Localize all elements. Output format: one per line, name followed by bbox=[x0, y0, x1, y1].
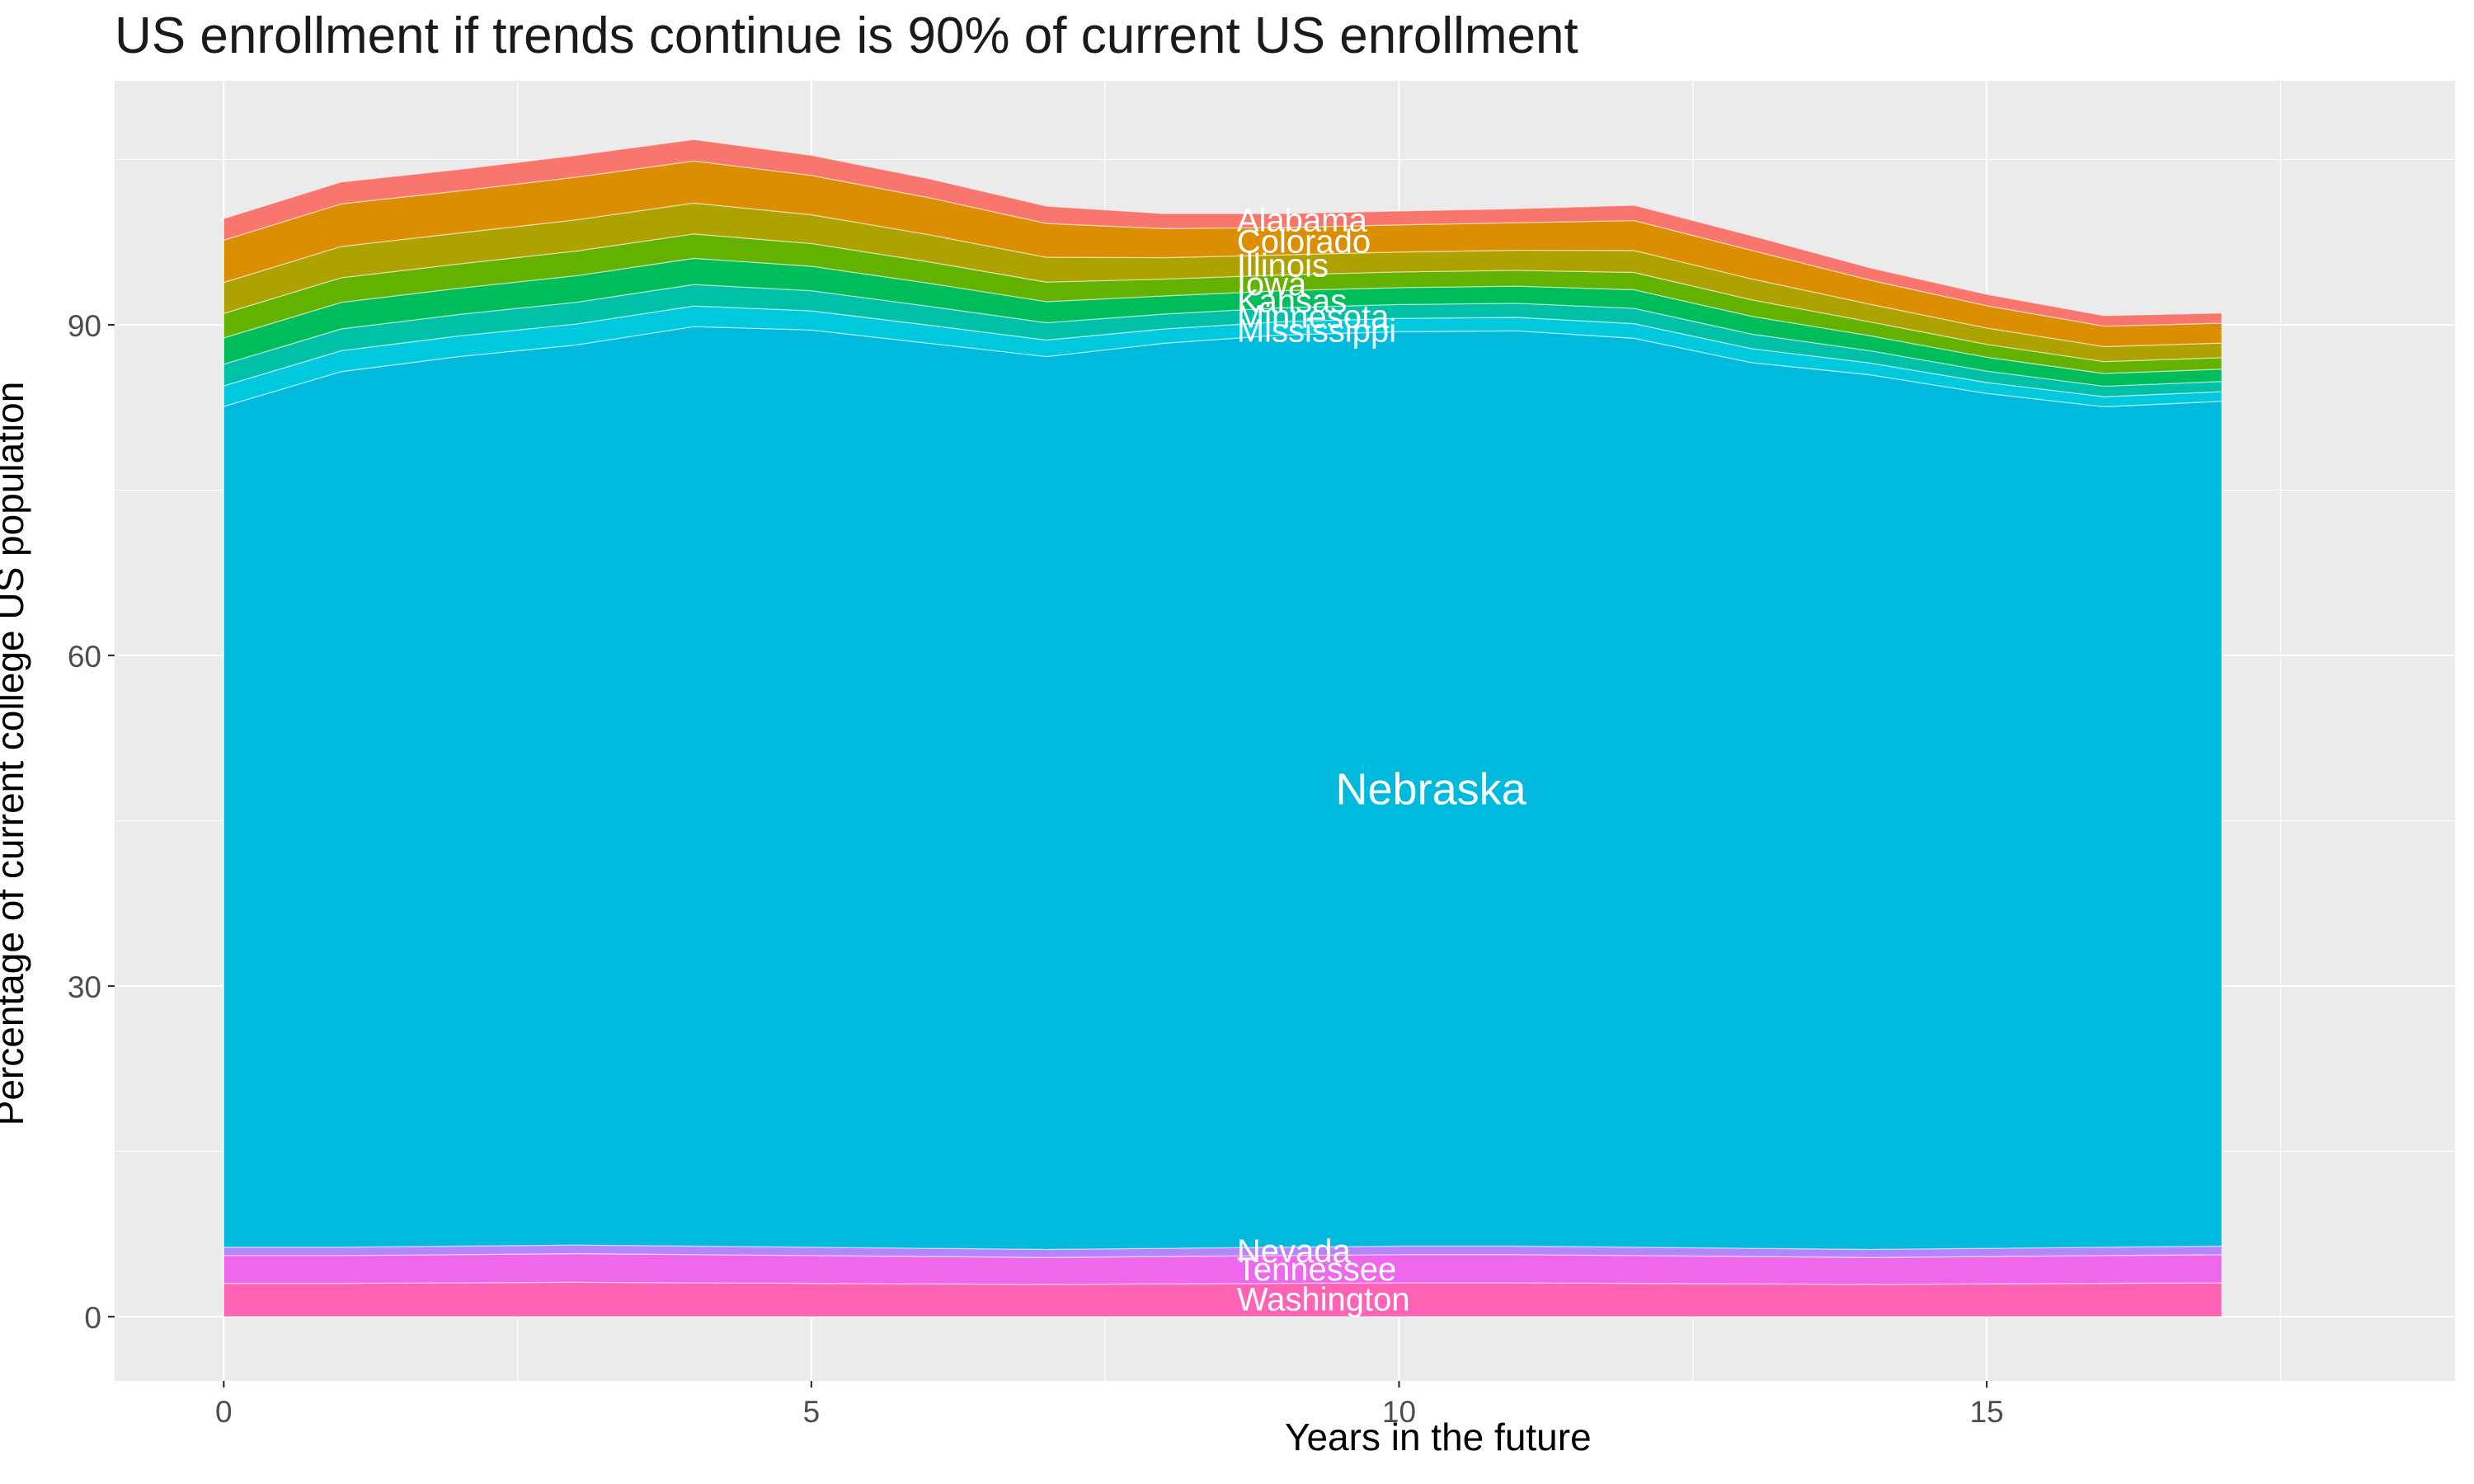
svg-text:0: 0 bbox=[84, 1301, 101, 1335]
svg-text:0: 0 bbox=[215, 1395, 233, 1429]
svg-text:15: 15 bbox=[1970, 1395, 2004, 1429]
svg-text:Mississippi: Mississippi bbox=[1237, 313, 1396, 350]
svg-text:60: 60 bbox=[68, 640, 101, 674]
svg-text:10: 10 bbox=[1382, 1395, 1416, 1429]
svg-text:5: 5 bbox=[803, 1395, 821, 1429]
svg-text:Washington: Washington bbox=[1237, 1282, 1410, 1318]
svg-text:90: 90 bbox=[68, 309, 101, 343]
svg-text:30: 30 bbox=[68, 970, 101, 1004]
svg-text:Nebraska: Nebraska bbox=[1336, 765, 1527, 815]
